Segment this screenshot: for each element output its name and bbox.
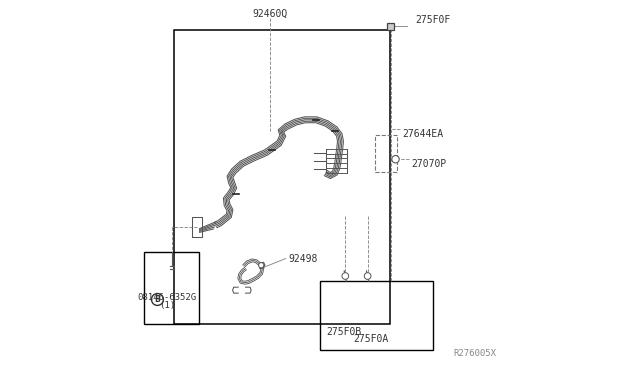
- Text: 27644EA: 27644EA: [402, 129, 443, 139]
- Text: 08146-6352G: 08146-6352G: [137, 293, 196, 302]
- Text: B: B: [155, 295, 160, 304]
- Bar: [387, 23, 394, 30]
- Text: 27070P: 27070P: [411, 160, 446, 169]
- Bar: [320, 281, 433, 350]
- Bar: [145, 252, 200, 324]
- Circle shape: [392, 155, 399, 163]
- Text: (1): (1): [159, 301, 175, 310]
- Text: 275F0B: 275F0B: [326, 327, 362, 337]
- Text: 92498: 92498: [289, 254, 317, 263]
- Text: 275F0A: 275F0A: [354, 334, 389, 343]
- Bar: [174, 30, 390, 324]
- Circle shape: [259, 263, 264, 268]
- Circle shape: [152, 294, 163, 305]
- Text: 92460Q: 92460Q: [252, 9, 287, 19]
- Text: R276005X: R276005X: [454, 349, 497, 358]
- Text: 275F0F: 275F0F: [415, 16, 450, 25]
- Bar: [375, 135, 397, 172]
- Circle shape: [364, 273, 371, 279]
- Circle shape: [342, 273, 349, 279]
